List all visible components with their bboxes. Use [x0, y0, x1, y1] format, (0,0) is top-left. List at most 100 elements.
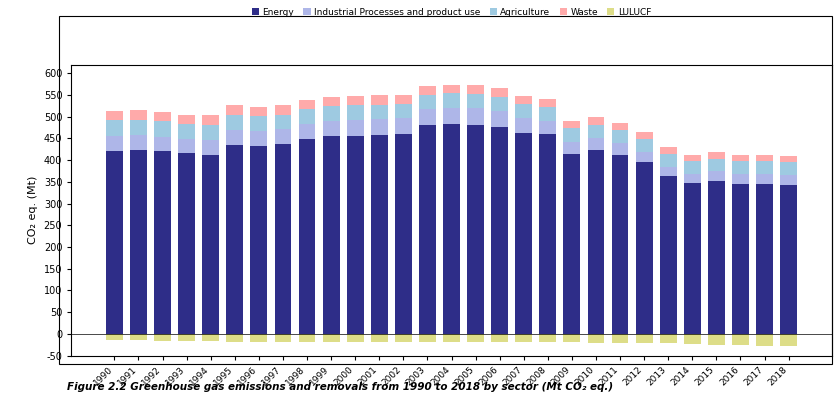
Bar: [756, 334, 773, 345]
Legend: Energy, Industrial Processes and product use, Agriculture, Waste, LULUCF: Energy, Industrial Processes and product…: [249, 5, 654, 19]
Bar: [564, 121, 580, 128]
Bar: [443, 334, 460, 343]
Bar: [323, 97, 339, 106]
Bar: [732, 174, 749, 183]
Bar: [178, 124, 195, 139]
Bar: [443, 93, 460, 107]
Bar: [684, 154, 701, 161]
Bar: [756, 156, 773, 162]
Bar: [226, 334, 244, 342]
Bar: [395, 334, 412, 342]
Bar: [419, 95, 436, 109]
Bar: [564, 154, 580, 334]
Bar: [539, 107, 556, 121]
Bar: [298, 334, 316, 342]
Bar: [443, 124, 460, 334]
Bar: [780, 156, 797, 162]
Bar: [467, 109, 484, 124]
Bar: [612, 130, 628, 143]
Bar: [275, 105, 291, 115]
Bar: [491, 127, 508, 334]
Bar: [323, 334, 339, 342]
Bar: [467, 94, 484, 109]
Bar: [539, 334, 556, 343]
Bar: [539, 121, 556, 134]
Bar: [178, 115, 195, 124]
Bar: [250, 334, 267, 342]
Bar: [780, 185, 797, 334]
Bar: [202, 125, 219, 140]
Bar: [106, 111, 123, 120]
Bar: [323, 121, 339, 136]
Bar: [636, 152, 653, 162]
Bar: [226, 130, 244, 145]
Bar: [323, 136, 339, 334]
Bar: [732, 334, 749, 345]
Bar: [587, 334, 605, 343]
Bar: [684, 334, 701, 344]
Bar: [226, 115, 244, 130]
Bar: [491, 97, 508, 111]
Bar: [275, 144, 291, 334]
Bar: [226, 145, 244, 334]
Y-axis label: CO₂ eq. (Mt): CO₂ eq. (Mt): [29, 176, 38, 244]
Bar: [636, 334, 653, 343]
Bar: [659, 334, 677, 343]
Bar: [539, 134, 556, 334]
Bar: [370, 334, 388, 342]
Bar: [370, 105, 388, 119]
Bar: [467, 86, 484, 94]
Bar: [178, 153, 195, 334]
Bar: [395, 134, 412, 334]
Bar: [659, 176, 677, 334]
Bar: [708, 171, 725, 181]
Bar: [202, 154, 219, 334]
Bar: [298, 124, 316, 139]
Bar: [130, 110, 147, 120]
Bar: [587, 124, 605, 138]
Bar: [154, 112, 171, 121]
Bar: [780, 175, 797, 185]
Bar: [659, 154, 677, 167]
Bar: [419, 109, 436, 125]
Bar: [298, 139, 316, 334]
Bar: [564, 142, 580, 154]
Bar: [130, 150, 147, 334]
Bar: [419, 125, 436, 334]
Bar: [708, 334, 725, 345]
Bar: [202, 116, 219, 125]
Bar: [250, 146, 267, 334]
Bar: [612, 334, 628, 343]
Bar: [347, 120, 364, 136]
Bar: [370, 95, 388, 105]
Bar: [226, 105, 244, 115]
Bar: [250, 116, 267, 131]
Bar: [564, 334, 580, 343]
Bar: [780, 162, 797, 175]
Bar: [178, 139, 195, 153]
Bar: [178, 334, 195, 341]
Bar: [106, 151, 123, 334]
Bar: [491, 334, 508, 343]
Bar: [587, 138, 605, 150]
Bar: [395, 95, 412, 104]
Bar: [612, 154, 628, 334]
Bar: [130, 120, 147, 135]
Bar: [106, 136, 123, 151]
Bar: [467, 334, 484, 343]
Bar: [347, 136, 364, 334]
Bar: [659, 147, 677, 154]
Bar: [275, 129, 291, 144]
Bar: [154, 121, 171, 137]
Bar: [202, 334, 219, 341]
Bar: [395, 118, 412, 134]
Bar: [250, 107, 267, 116]
Bar: [250, 131, 267, 146]
Bar: [154, 137, 171, 151]
Bar: [106, 334, 123, 340]
Bar: [370, 135, 388, 334]
Bar: [419, 334, 436, 343]
Bar: [708, 159, 725, 171]
Bar: [732, 161, 749, 174]
Bar: [515, 104, 533, 118]
